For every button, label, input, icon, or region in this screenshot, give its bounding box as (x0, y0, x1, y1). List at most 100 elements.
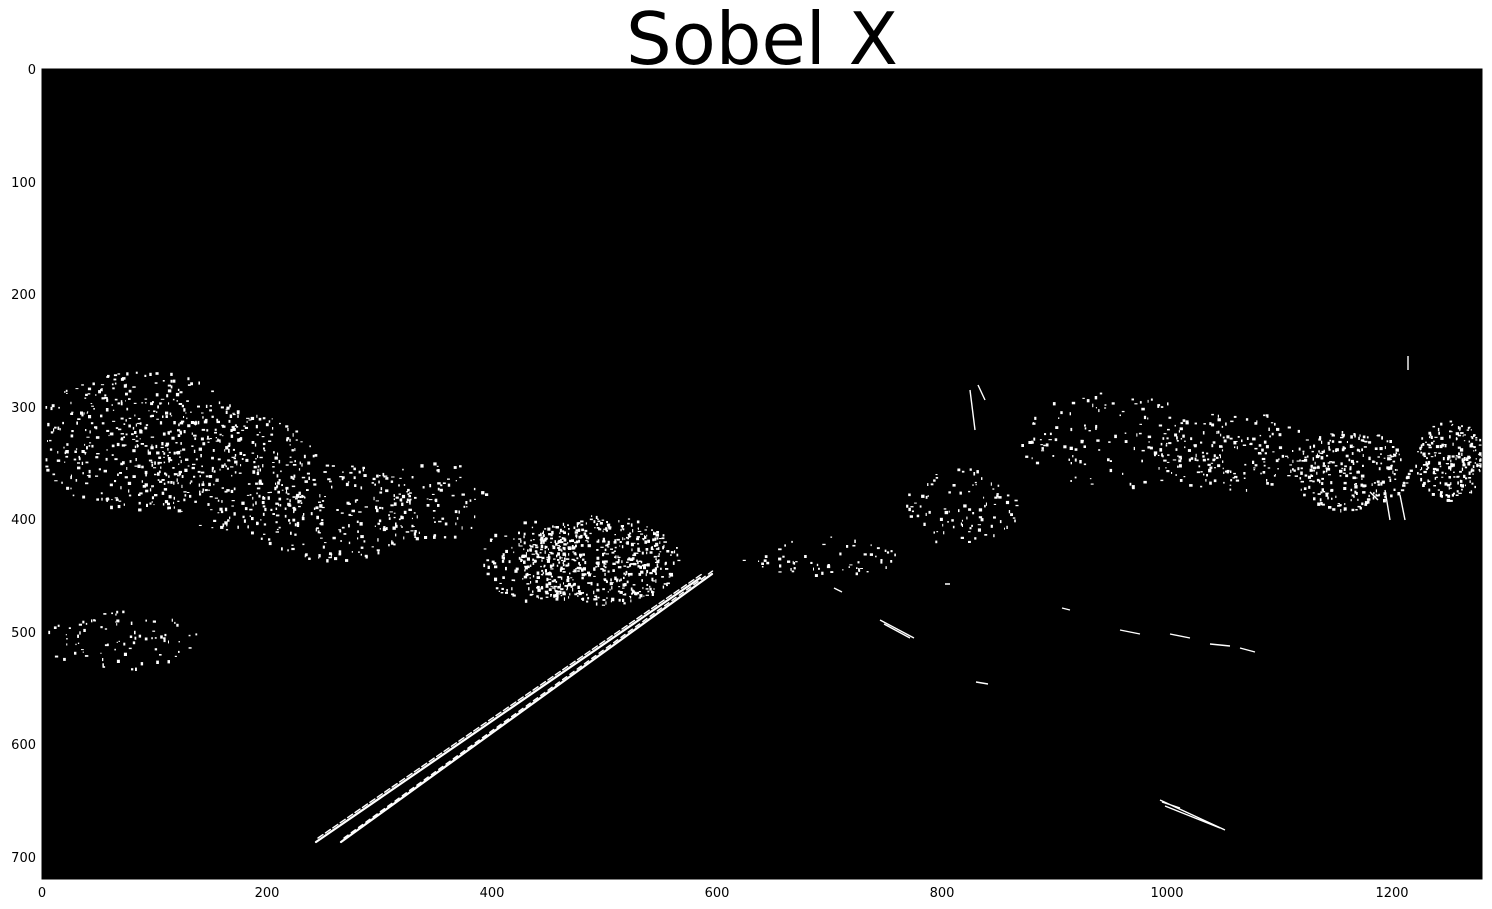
edge-speck (586, 600, 589, 603)
edge-speck (1174, 424, 1176, 427)
edge-speck (1351, 494, 1355, 497)
edge-speck (141, 402, 144, 404)
edge-speck (132, 449, 136, 453)
edge-speck (651, 529, 653, 531)
edge-speck (1462, 461, 1465, 465)
edge-speck (540, 532, 542, 535)
edge-speck (560, 566, 563, 571)
edge-speck (551, 580, 555, 583)
edge-speck (229, 404, 231, 408)
edge-speck (173, 451, 176, 455)
edge-speck (234, 424, 237, 427)
edge-speck (88, 469, 91, 474)
edge-speck (1243, 472, 1246, 475)
edge-speck (567, 546, 571, 549)
edge-speck (455, 522, 457, 526)
edge-speck (558, 548, 561, 551)
edge-speck (111, 454, 114, 456)
edge-speck (992, 488, 995, 490)
edge-speck (231, 505, 234, 507)
edge-speck (557, 545, 561, 547)
edge-speck (1377, 483, 1380, 486)
edge-speck (1469, 491, 1471, 494)
edge-speck (236, 432, 240, 434)
edge-speck (473, 487, 476, 491)
edge-speck (1313, 497, 1316, 501)
edge-speck (287, 502, 291, 506)
edge-speck (252, 503, 254, 507)
edge-speck (554, 590, 558, 593)
edge-speck (144, 470, 148, 475)
edge-speck (178, 423, 180, 427)
edge-speck (1377, 456, 1380, 458)
edge-speck (1468, 471, 1471, 475)
edge-speck (1223, 481, 1225, 484)
edge-speck (87, 411, 89, 413)
edge-speck (118, 500, 122, 502)
edge-speck (971, 524, 973, 527)
edge-speck (1323, 449, 1325, 452)
edge-speck (1242, 444, 1247, 446)
edge-speck (214, 431, 217, 434)
edge-speck (250, 416, 255, 420)
edge-speck (120, 486, 122, 490)
edge-speck (78, 623, 82, 626)
edge-speck (66, 638, 68, 640)
edge-speck (587, 597, 590, 600)
edge-speck (542, 534, 545, 537)
edge-speck (125, 419, 127, 422)
edge-speck (58, 406, 60, 409)
edge-speck (179, 391, 183, 394)
edge-speck (804, 555, 807, 558)
edge-speck (52, 473, 56, 476)
edge-speck (154, 648, 158, 651)
edge-speck (104, 644, 108, 647)
edge-speck (538, 556, 542, 558)
edge-speck (453, 466, 457, 469)
edge-speck (544, 528, 547, 530)
edge-speck (227, 459, 230, 462)
edge-speck (47, 440, 48, 442)
edge-speck (256, 434, 259, 436)
edge-speck (540, 538, 543, 541)
edge-speck (295, 430, 299, 433)
edge-speck (279, 422, 281, 425)
edge-speck (1448, 476, 1451, 479)
edge-speck (217, 512, 220, 514)
edge-speck (98, 390, 101, 394)
edge-speck (217, 499, 220, 502)
edge-speck (173, 421, 176, 425)
edge-speck (1473, 450, 1475, 452)
edge-speck (221, 487, 224, 489)
edge-speck (1327, 496, 1329, 500)
edge-speck (1274, 422, 1276, 426)
edge-speck (1174, 433, 1178, 437)
edge-speck (1461, 452, 1463, 456)
edge-speck (364, 506, 368, 508)
edge-speck (1428, 444, 1431, 447)
edge-speck (91, 405, 94, 407)
edge-speck (1315, 455, 1320, 459)
edge-speck (540, 574, 543, 576)
edge-speck (128, 424, 131, 428)
edge-speck (548, 588, 552, 591)
edge-speck (1398, 453, 1400, 456)
edge-speck (848, 566, 850, 568)
edge-speck (585, 534, 588, 538)
edge-speck (183, 491, 187, 493)
edge-speck (1352, 476, 1356, 480)
edge-speck (181, 404, 184, 408)
edge-speck (66, 643, 68, 646)
edge-speck (237, 525, 239, 529)
edge-speck (1420, 444, 1424, 446)
edge-speck (610, 600, 612, 603)
edge-speck (167, 384, 171, 387)
edge-speck (595, 598, 598, 601)
vegetation-edges (45, 371, 1485, 671)
edge-speck (117, 402, 121, 405)
edge-speck (1361, 448, 1363, 452)
edge-speck (960, 536, 964, 539)
edge-speck (122, 610, 125, 614)
edge-speck (45, 458, 48, 462)
edge-speck (106, 497, 109, 501)
